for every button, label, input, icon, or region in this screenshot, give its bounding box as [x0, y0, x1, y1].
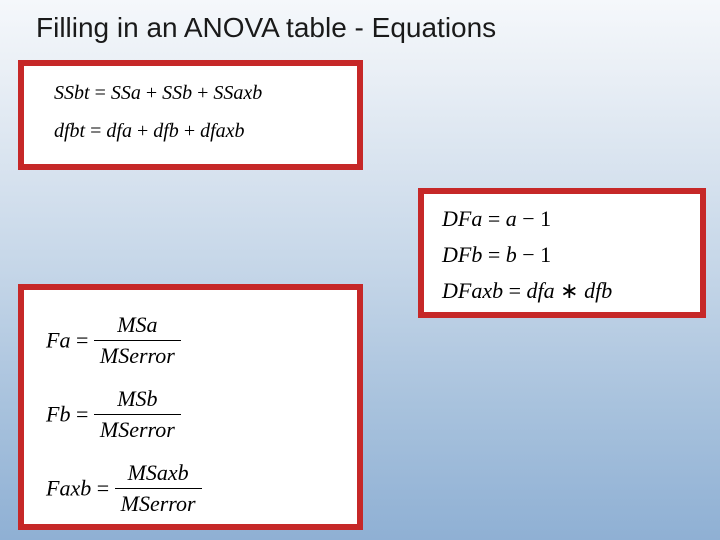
plus: + [192, 82, 213, 104]
numerator: MSb [94, 386, 181, 414]
term: SSa [111, 82, 141, 104]
equals: = [70, 328, 93, 353]
eq-dfb: DFb = b − 1 [442, 242, 551, 268]
fraction: MSaMSerror [94, 312, 181, 369]
eq-ssbt: SSbt = SSa + SSb + SSaxb [54, 82, 262, 105]
rhs-b: 1 [540, 242, 551, 267]
fraction: MSbMSerror [94, 386, 181, 443]
eq-dfaxb: DFaxb = dfa ∗ dfb [442, 278, 612, 304]
eq-fa: Fa = MSaMSerror [46, 312, 181, 369]
equations-box-f-ratios: Fa = MSaMSerror Fb = MSbMSerror Faxb = M… [18, 284, 363, 530]
equals: = [482, 206, 505, 231]
numerator: MSaxb [115, 460, 202, 488]
term: SSaxb [213, 82, 262, 104]
equals: = [85, 120, 106, 142]
denominator: MSerror [94, 414, 181, 443]
minus: − [517, 242, 540, 267]
equals: = [90, 82, 111, 104]
term: dfb [153, 120, 179, 142]
eq-dfbt: dfbt = dfa + dfb + dfaxb [54, 120, 245, 143]
slide-title: Filling in an ANOVA table - Equations [36, 12, 496, 44]
lhs: DFa [442, 206, 482, 231]
plus: + [141, 82, 162, 104]
rhs-a: a [506, 206, 517, 231]
equations-box-df-formulas: DFa = a − 1 DFb = b − 1 DFaxb = dfa ∗ df… [418, 188, 706, 318]
plus: + [179, 120, 200, 142]
eq-faxb: Faxb = MSaxbMSerror [46, 460, 202, 517]
equals: = [91, 476, 114, 501]
lhs: Faxb [46, 476, 91, 501]
rhs-a: b [506, 242, 517, 267]
minus: − [517, 206, 540, 231]
term: dfa [106, 120, 132, 142]
term: dfaxb [200, 120, 244, 142]
eq-fb: Fb = MSbMSerror [46, 386, 181, 443]
equals: = [70, 402, 93, 427]
equations-box-ss-df: SSbt = SSa + SSb + SSaxb dfbt = dfa + df… [18, 60, 363, 170]
equals: = [503, 278, 526, 303]
equals: = [482, 242, 505, 267]
eq-dfa: DFa = a − 1 [442, 206, 551, 232]
denominator: MSerror [94, 340, 181, 369]
numerator: MSa [94, 312, 181, 340]
lhs: DFb [442, 242, 482, 267]
plus: + [132, 120, 153, 142]
denominator: MSerror [115, 488, 202, 517]
lhs: dfbt [54, 120, 85, 142]
lhs: SSbt [54, 82, 90, 104]
rhs-a: dfa [527, 278, 555, 303]
rhs-b: dfb [584, 278, 612, 303]
lhs: Fb [46, 402, 70, 427]
rhs-b: 1 [540, 206, 551, 231]
star: ∗ [555, 278, 584, 303]
fraction: MSaxbMSerror [115, 460, 202, 517]
lhs: DFaxb [442, 278, 503, 303]
lhs: Fa [46, 328, 70, 353]
term: SSb [162, 82, 192, 104]
